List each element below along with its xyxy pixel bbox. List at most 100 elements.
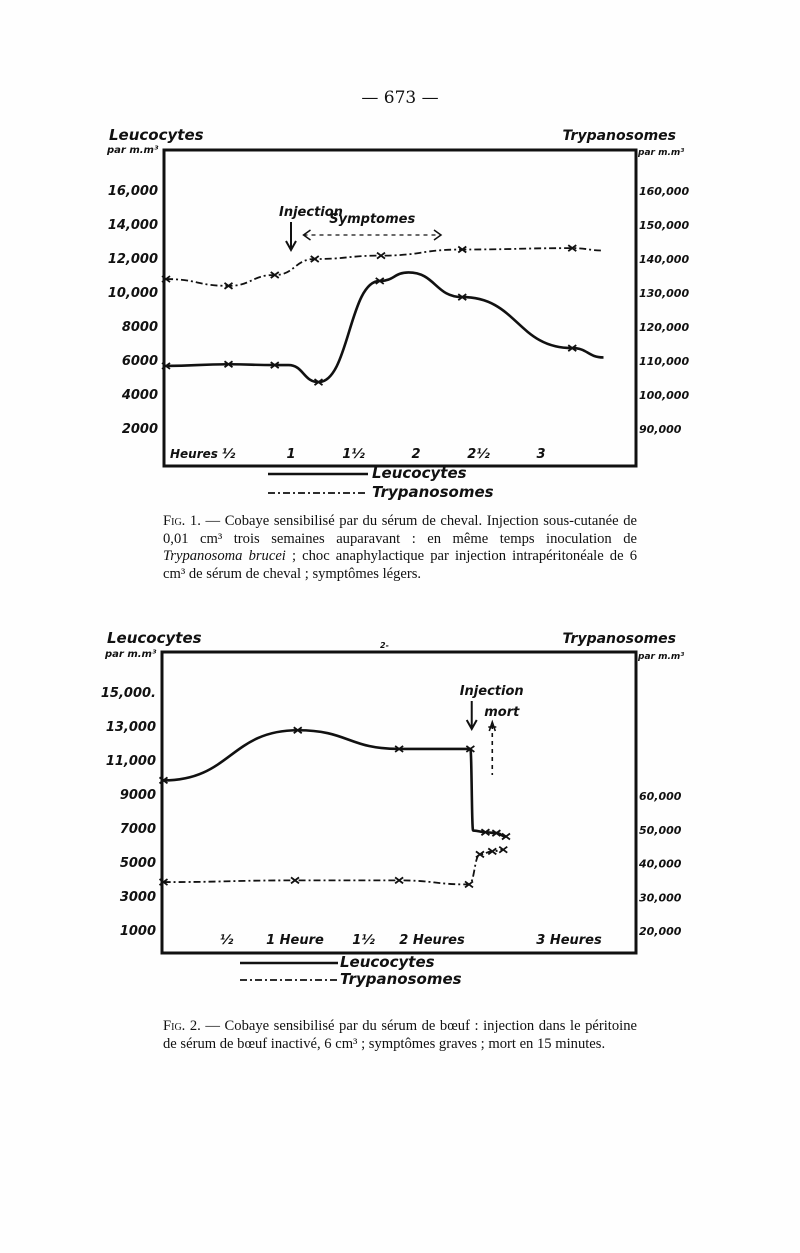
data-point-marker <box>161 362 171 370</box>
data-point-marker <box>457 293 467 301</box>
data-point-marker <box>501 832 511 841</box>
caption-label: Fig. 1. <box>163 513 201 529</box>
data-point-marker <box>475 850 485 859</box>
left-tick-label: 7000 <box>120 822 156 837</box>
x-tick-label: 3 Heures <box>536 933 602 948</box>
data-point-marker <box>293 726 303 734</box>
right-tick-label: 100,000 <box>639 389 689 402</box>
figure-2-chart: Leucocytes par m.m³ Trypanosomes par m.m³ 2-… <box>101 629 684 988</box>
caption-species: Trypanosoma brucei <box>163 548 286 564</box>
range-arrowheads-icon <box>302 229 443 241</box>
mort-annotation: mort <box>484 705 520 720</box>
data-point-marker <box>394 876 404 885</box>
legend-label: Leucocytes <box>372 464 467 482</box>
right-tick-label: 130,000 <box>639 287 689 300</box>
left-tick-label: 9000 <box>120 788 156 803</box>
left-axis-title: Leucocytes <box>109 126 204 144</box>
right-axis-title: Trypanosomes <box>563 631 676 647</box>
data-point-marker <box>457 245 467 254</box>
right-axis-unit: par m.m³ <box>637 148 684 158</box>
left-tick-label: 15,000. <box>101 686 156 701</box>
x-tick-label: ½ <box>220 933 234 948</box>
right-tick-label: 50,000 <box>639 824 682 837</box>
series-line-leucocytes <box>163 728 507 838</box>
x-axis-title: Heures <box>170 447 218 461</box>
data-point-marker <box>465 745 475 753</box>
right-tick-label: 40,000 <box>638 858 682 871</box>
x-tick-label: 2½ <box>467 447 490 462</box>
right-axis-unit: par m.m³ <box>637 652 684 662</box>
data-point-marker <box>480 828 490 836</box>
x-tick-label: 3 <box>536 447 545 462</box>
legend-label: Trypanosomes <box>372 483 494 501</box>
right-tick-label: 140,000 <box>639 253 689 266</box>
series-line-trypanosomes <box>165 247 604 287</box>
left-tick-label: 11,000 <box>106 754 156 769</box>
left-tick-label: 14,000 <box>108 218 158 233</box>
right-axis-title: Trypanosomes <box>563 128 676 144</box>
x-tick-label: 1 <box>286 447 295 462</box>
right-tick-label: 110,000 <box>639 355 689 368</box>
data-point-marker <box>313 378 324 386</box>
left-tick-label: 16,000 <box>108 184 158 199</box>
legend-label: Leucocytes <box>340 953 435 971</box>
data-point-marker <box>270 271 280 279</box>
series-line-trypanosomes <box>163 848 504 886</box>
left-tick-label: 12,000 <box>108 252 158 267</box>
x-tick-label: 1 Heure <box>266 933 324 948</box>
left-tick-label: 1000 <box>120 924 156 939</box>
left-tick-label: 5000 <box>120 856 156 871</box>
injection-annotation: Injection <box>279 205 343 220</box>
corner-mark: 2- <box>380 641 389 650</box>
figure-2-caption: Fig. 2. — Cobaye sensibilisé par du séru… <box>163 1018 637 1053</box>
data-point-marker <box>310 255 320 263</box>
x-tick-label: ½ <box>222 447 236 462</box>
data-point-marker <box>158 776 169 785</box>
right-tick-label: 20,000 <box>639 925 682 938</box>
x-tick-label: 1½ <box>342 447 365 462</box>
data-point-marker <box>161 275 171 283</box>
data-point-marker <box>394 745 404 753</box>
plot-frame <box>162 148 638 468</box>
data-point-marker <box>498 845 508 854</box>
right-tick-label: 90,000 <box>639 423 682 436</box>
data-point-marker <box>491 829 501 837</box>
page-number: — 673 — <box>361 88 439 108</box>
legend-label: Trypanosomes <box>340 970 462 988</box>
data-point-marker <box>464 880 474 889</box>
right-tick-label: 60,000 <box>639 790 682 803</box>
data-point-marker <box>223 282 234 290</box>
left-axis-unit: par m.m³ <box>106 145 159 156</box>
figure-1-caption: Fig. 1. — Cobaye sensibilisé par du séru… <box>163 513 637 583</box>
caption-text: — Cobaye sensibilisé par du sérum de bœu… <box>163 1018 637 1052</box>
right-tick-label: 160,000 <box>639 185 689 198</box>
plot-frame <box>160 650 638 955</box>
data-point-marker <box>487 847 497 856</box>
left-tick-label: 13,000 <box>106 720 156 735</box>
data-point-marker <box>270 361 280 369</box>
left-axis-unit: par m.m³ <box>104 649 157 660</box>
caption-text-end: ; choc anaphylactique par injection intr… <box>163 548 637 582</box>
left-tick-label: 8000 <box>122 320 158 335</box>
caption-label: Fig. 2. <box>163 1018 201 1034</box>
left-tick-label: 6000 <box>122 354 158 369</box>
x-tick-label: 2 <box>411 447 420 462</box>
caption-text: — Cobaye sensibilisé par du sérum de che… <box>163 513 637 547</box>
data-point-marker <box>567 344 577 352</box>
left-axis-title: Leucocytes <box>107 629 202 647</box>
series-line-leucocytes <box>165 271 604 384</box>
left-tick-label: 10,000 <box>108 286 158 301</box>
injection-arrow-icon <box>465 701 478 732</box>
data-point-marker <box>567 244 577 252</box>
x-tick-label: 2 Heures <box>399 933 465 948</box>
injection-arrow-icon <box>285 222 297 253</box>
left-tick-label: 4000 <box>121 388 158 403</box>
data-point-marker <box>375 277 385 285</box>
data-point-marker <box>290 876 300 885</box>
left-tick-label: 3000 <box>120 890 156 905</box>
x-tick-label: 1½ <box>352 933 375 948</box>
right-tick-label: 150,000 <box>639 219 689 232</box>
injection-annotation: Injection <box>460 684 524 699</box>
